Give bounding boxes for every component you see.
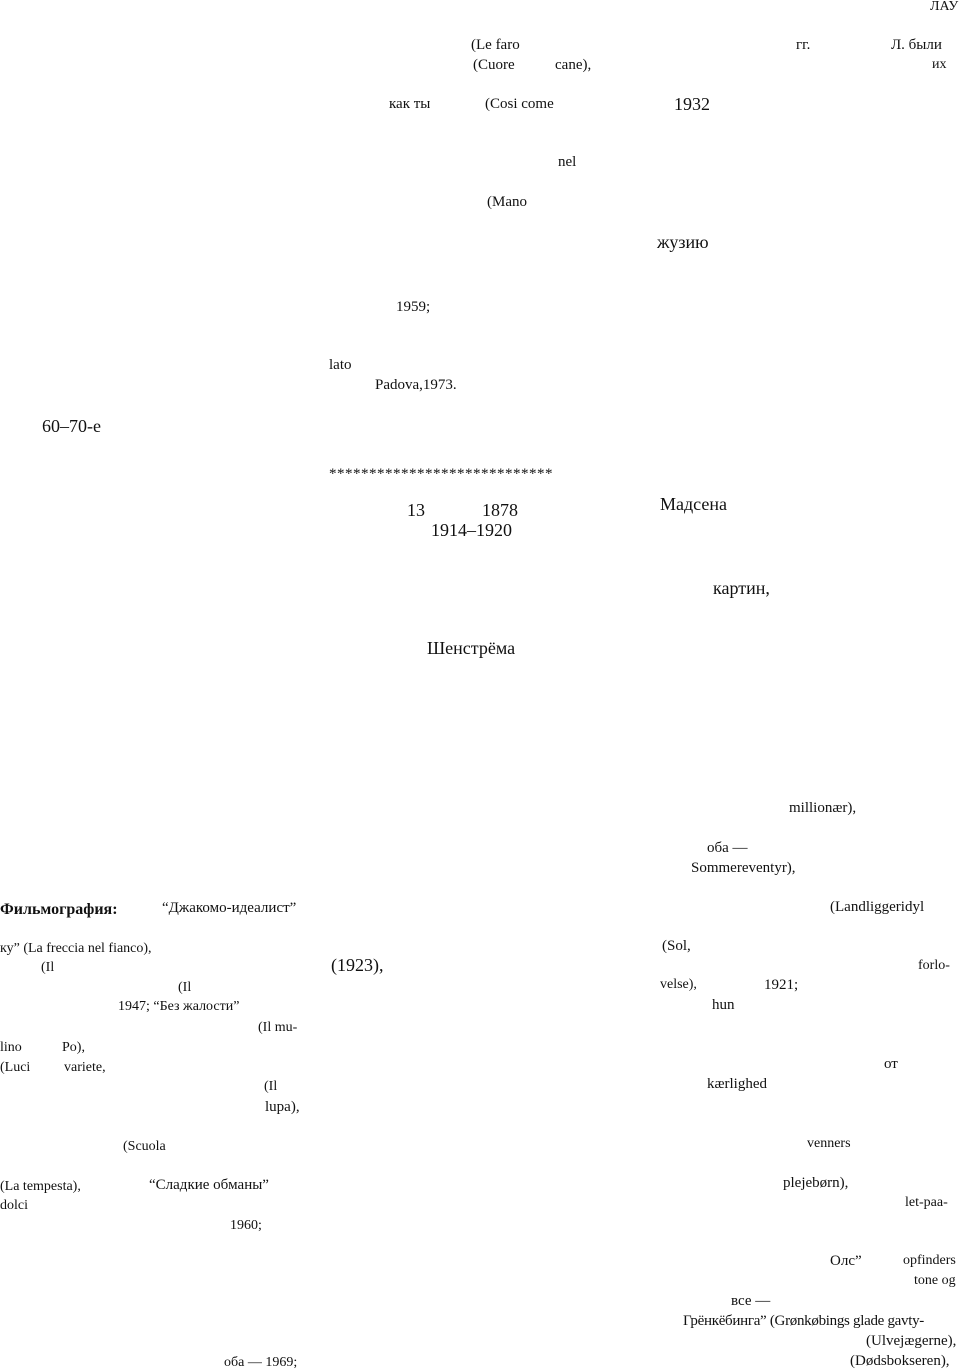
text-fragment: их: [932, 57, 947, 72]
text-fragment: 1960;: [230, 1218, 262, 1233]
text-fragment: Po),: [62, 1040, 85, 1055]
separator-asterisks: ****************************: [329, 466, 553, 482]
text-fragment: 13: [407, 500, 425, 520]
text-fragment: plejebørn),: [783, 1175, 849, 1191]
text-fragment: (Mano: [487, 194, 527, 210]
text-fragment: оба —: [707, 840, 748, 856]
text-fragment: как ты: [389, 96, 431, 112]
text-fragment: Padova,1973.: [375, 377, 457, 393]
text-fragment: millionær),: [789, 800, 857, 816]
text-fragment: (Landliggeridyl: [830, 899, 925, 915]
text-fragment: Шенстрёма: [427, 638, 516, 658]
text-fragment: 1921;: [764, 977, 799, 993]
text-fragment: (Il: [41, 960, 55, 975]
text-fragment: opfinders: [903, 1253, 956, 1268]
text-fragment: 1947; “Без жалости”: [118, 999, 240, 1014]
text-fragment: lato: [329, 357, 352, 373]
text-fragment: (Cosi come: [485, 96, 554, 112]
text-fragment: картин,: [713, 578, 770, 598]
text-fragment: 1914–1920: [431, 520, 512, 540]
text-fragment: Л. были: [891, 37, 942, 53]
text-fragment: “Сладкие обманы”: [149, 1177, 269, 1193]
filmography-title: “Джакомо-идеалист”: [162, 900, 297, 916]
text-fragment: variete,: [64, 1060, 106, 1075]
text-fragment: Грёнкёбинга” (Grønkøbings glade gavty-: [683, 1313, 924, 1329]
text-fragment: Мадсена: [660, 494, 727, 514]
text-fragment: (La tempesta),: [0, 1179, 81, 1194]
text-fragment: venners: [807, 1136, 851, 1151]
text-fragment: (Il: [178, 980, 192, 995]
text-fragment: (Sol,: [662, 938, 691, 954]
text-fragment: (Il mu-: [258, 1020, 298, 1035]
text-fragment: forlo-: [918, 958, 950, 973]
text-fragment: lupa),: [265, 1099, 300, 1115]
text-fragment: ку” (La freccia nel fianco),: [0, 941, 152, 956]
text-fragment: 1959;: [396, 299, 431, 315]
text-fragment: оба — 1969;: [224, 1355, 298, 1370]
text-fragment: velse),: [660, 977, 697, 992]
text-fragment: от: [884, 1056, 898, 1072]
text-fragment: (Dødsbokseren),: [850, 1353, 950, 1369]
text-fragment: 1932: [674, 94, 710, 114]
text-fragment: 1878: [482, 500, 518, 520]
text-fragment: (Ulvejægerne),: [866, 1333, 957, 1349]
running-head: ЛАУ1: [930, 0, 959, 14]
text-fragment: let-paa-: [905, 1195, 948, 1210]
filmography-label: Фильмография:: [0, 901, 118, 918]
decade-label: 60–70-е: [42, 416, 101, 436]
text-fragment: (Le faro: [471, 37, 520, 53]
text-fragment: tone og: [914, 1273, 956, 1288]
text-fragment: dolci: [0, 1198, 28, 1213]
text-fragment: все —: [731, 1293, 771, 1309]
text-fragment: (Cuore: [473, 57, 515, 73]
text-fragment: kærlighed: [707, 1076, 767, 1092]
text-fragment: (Scuola: [123, 1139, 166, 1154]
text-fragment: (1923),: [331, 955, 384, 975]
text-fragment: (Il: [264, 1079, 278, 1094]
text-fragment: (Luci: [0, 1060, 31, 1075]
text-fragment: Sommereventyr),: [691, 860, 796, 876]
text-fragment: жузию: [657, 232, 709, 252]
text-fragment: lino: [0, 1040, 22, 1055]
text-fragment: гг.: [796, 37, 811, 53]
text-fragment: nel: [558, 154, 577, 170]
text-fragment: cane),: [555, 57, 592, 73]
text-fragment: Олс”: [830, 1253, 862, 1269]
text-fragment: hun: [712, 997, 735, 1013]
